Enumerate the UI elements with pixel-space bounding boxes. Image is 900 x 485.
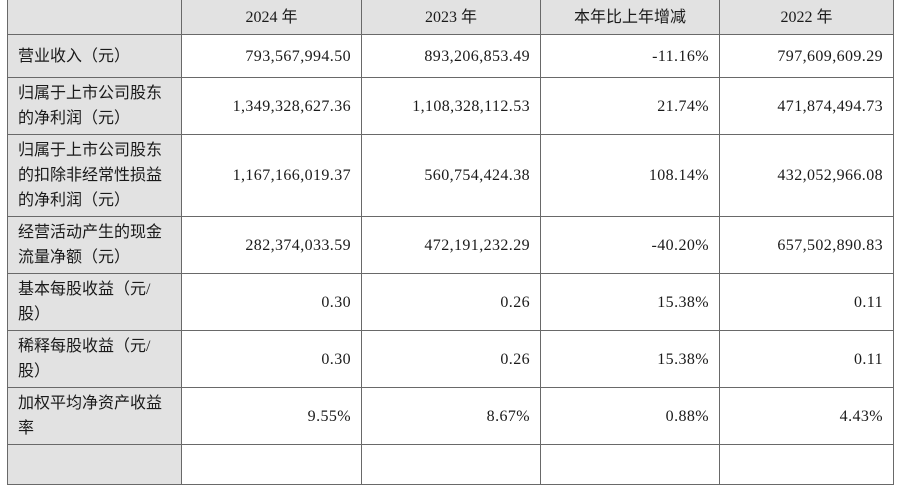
value-yoy-change: 15.38% (540, 330, 720, 388)
financial-summary-table: 2024 年 2023 年 本年比上年增减 2022 年 营业收入（元） 793… (7, 0, 894, 485)
value-yoy-change: -40.20% (540, 216, 720, 274)
value-2024: 9.55% (181, 387, 362, 445)
financial-summary-table-wrap: 2024 年 2023 年 本年比上年增减 2022 年 营业收入（元） 793… (7, 0, 894, 485)
value-2022: 0.11 (719, 330, 894, 388)
value-2022: 0.11 (719, 273, 894, 331)
table-header-row: 2024 年 2023 年 本年比上年增减 2022 年 (7, 0, 894, 35)
table-row-net-profit-excl-nonrecurring: 归属于上市公司股东 的扣除非经常性损益 的净利润（元） 1,167,166,01… (7, 134, 894, 217)
value-2024: 282,374,033.59 (181, 216, 362, 274)
table-row-operating-cash-flow: 经营活动产生的现金 流量净额（元） 282,374,033.59 472,191… (7, 216, 894, 274)
value-yoy-change: -11.16% (540, 34, 720, 78)
row-label: 基本每股收益（元/ 股） (7, 273, 182, 331)
value-2022 (719, 444, 894, 485)
value-2024: 0.30 (181, 330, 362, 388)
value-2024 (181, 444, 362, 485)
value-yoy-change: 21.74% (540, 77, 720, 135)
value-2023 (361, 444, 541, 485)
row-label: 加权平均净资产收益 率 (7, 387, 182, 445)
value-2024: 1,349,328,627.36 (181, 77, 362, 135)
value-2023: 1,108,328,112.53 (361, 77, 541, 135)
row-label: 营业收入（元） (7, 34, 182, 78)
value-2023: 0.26 (361, 273, 541, 331)
value-yoy-change: 0.88% (540, 387, 720, 445)
row-label: 归属于上市公司股东 的净利润（元） (7, 77, 182, 135)
header-cell-yoy-change: 本年比上年增减 (540, 0, 720, 35)
value-2023: 0.26 (361, 330, 541, 388)
value-2023: 8.67% (361, 387, 541, 445)
value-2022: 657,502,890.83 (719, 216, 894, 274)
table-row-revenue: 营业收入（元） 793,567,994.50 893,206,853.49 -1… (7, 34, 894, 78)
value-2022: 471,874,494.73 (719, 77, 894, 135)
table-row-partial-cutoff (7, 444, 894, 485)
header-cell-2022: 2022 年 (719, 0, 894, 35)
row-label: 归属于上市公司股东 的扣除非经常性损益 的净利润（元） (7, 134, 182, 217)
value-yoy-change: 108.14% (540, 134, 720, 217)
table-row-basic-eps: 基本每股收益（元/ 股） 0.30 0.26 15.38% 0.11 (7, 273, 894, 331)
header-cell-2024: 2024 年 (181, 0, 362, 35)
value-2022: 432,052,966.08 (719, 134, 894, 217)
row-label: 经营活动产生的现金 流量净额（元） (7, 216, 182, 274)
value-2022: 4.43% (719, 387, 894, 445)
value-2022: 797,609,609.29 (719, 34, 894, 78)
value-2024: 0.30 (181, 273, 362, 331)
table-row-net-profit: 归属于上市公司股东 的净利润（元） 1,349,328,627.36 1,108… (7, 77, 894, 135)
row-label (7, 444, 182, 485)
value-2024: 793,567,994.50 (181, 34, 362, 78)
table-row-diluted-eps: 稀释每股收益（元/ 股） 0.30 0.26 15.38% 0.11 (7, 330, 894, 388)
table-row-weighted-avg-roe: 加权平均净资产收益 率 9.55% 8.67% 0.88% 4.43% (7, 387, 894, 445)
header-cell-2023: 2023 年 (361, 0, 541, 35)
value-2023: 560,754,424.38 (361, 134, 541, 217)
header-cell-empty (7, 0, 182, 35)
value-yoy-change (540, 444, 720, 485)
row-label: 稀释每股收益（元/ 股） (7, 330, 182, 388)
value-2023: 472,191,232.29 (361, 216, 541, 274)
value-2023: 893,206,853.49 (361, 34, 541, 78)
value-yoy-change: 15.38% (540, 273, 720, 331)
value-2024: 1,167,166,019.37 (181, 134, 362, 217)
